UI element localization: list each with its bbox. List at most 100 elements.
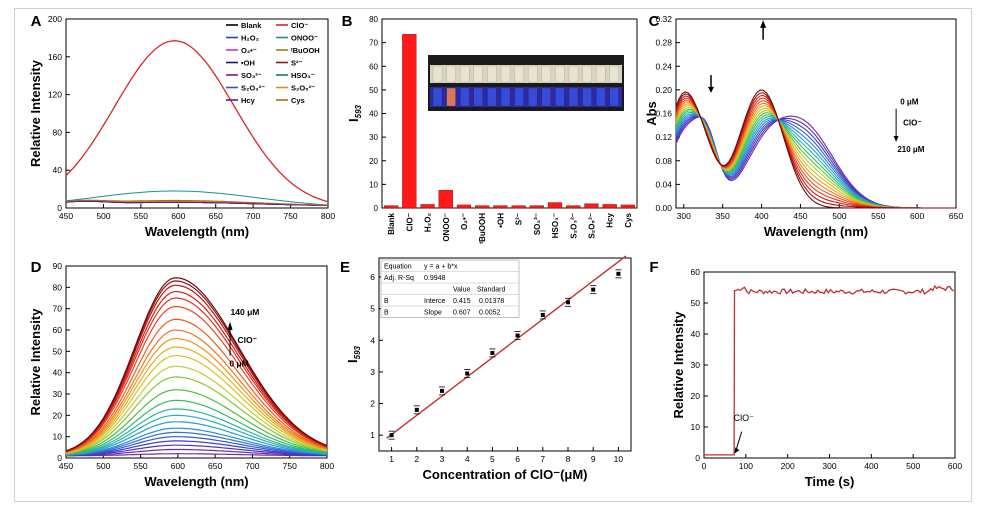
x-axis-label: Wavelength (nm)	[764, 224, 868, 239]
y-tick-label: 10	[369, 180, 378, 189]
y-tick-label: 20	[369, 157, 378, 166]
fit-row-std: 0.01378	[479, 298, 504, 305]
fit-adjr: 0.9948	[424, 275, 446, 282]
y-axis-label: Relative Intensity	[28, 59, 43, 167]
bar	[493, 205, 508, 209]
fl-curve	[65, 431, 328, 456]
y-tick-label: 50	[53, 346, 63, 356]
y-axis-subscript: 593	[353, 345, 362, 359]
vial-uv	[473, 87, 483, 107]
fit-row-name: Interce	[424, 298, 446, 305]
y-tick-label: 50	[691, 298, 701, 308]
legend-label: S²⁻	[291, 59, 303, 68]
x-tick-label: 3	[440, 454, 445, 464]
x-tick-label: 650	[209, 211, 223, 221]
fl-curve	[65, 318, 328, 453]
x-tick-label: S²⁻	[515, 213, 524, 225]
y-tick-label: 80	[369, 15, 378, 24]
x-tick-label: 650	[208, 461, 222, 471]
y-tick-label: 3	[370, 367, 375, 377]
up-arrow-head	[760, 20, 767, 28]
fit-row-param: B	[384, 298, 389, 305]
y-axis-label: Relative Intensity	[671, 311, 686, 419]
x-tick-label: •OH	[496, 213, 505, 228]
vial-row-uv	[430, 87, 622, 107]
x-tick-label: 500	[832, 211, 846, 221]
x-tick-label: 300	[822, 461, 836, 471]
y-tick-label: 30	[53, 389, 63, 399]
x-tick-label: 500	[96, 461, 110, 471]
x-axis-label: Concentration of ClO⁻(μM)	[422, 467, 587, 482]
annotation-reagent: ClO⁻	[903, 118, 921, 127]
y-axis-label: I593	[345, 345, 362, 363]
y-tick-label: 0.32	[655, 14, 672, 24]
x-tick-label: 400	[864, 461, 878, 471]
vial-uv	[582, 87, 592, 107]
x-tick-label: 800	[321, 211, 335, 221]
plot-frame	[381, 18, 638, 209]
legend-label: Hcy	[241, 96, 256, 105]
x-tick-label: 700	[246, 211, 260, 221]
y-tick-label: 2	[370, 399, 375, 409]
y-tick-label: 5	[370, 304, 375, 314]
fl-curve	[65, 414, 328, 456]
legend-label: •OH	[241, 59, 255, 68]
y-tick-label: 6	[370, 272, 375, 282]
vial	[446, 65, 456, 83]
y-tick-label: 0.24	[655, 61, 672, 71]
annotation-start: 0 μM	[229, 358, 248, 368]
x-tick-label: 800	[320, 461, 334, 471]
y-tick-label: 10	[691, 422, 701, 432]
x-tick-label: 600	[910, 211, 924, 221]
fl-curve	[65, 297, 328, 452]
fl-curve	[65, 291, 328, 452]
x-tick-label: 700	[245, 461, 259, 471]
panel-label-b: B	[342, 13, 353, 30]
x-tick-label: 750	[283, 211, 297, 221]
vial-uv	[514, 87, 524, 107]
vial	[500, 65, 511, 83]
vial-uv	[528, 87, 538, 107]
x-tick-label: 200	[781, 461, 795, 471]
x-tick-label: 10	[614, 454, 624, 464]
vial-uv	[541, 87, 551, 107]
annotation-arrow-head	[227, 321, 233, 330]
fl-curve	[65, 365, 328, 454]
y-tick-label: 90	[53, 261, 63, 271]
fl-curve	[65, 376, 328, 455]
vial	[582, 65, 592, 83]
vial	[514, 65, 524, 83]
panel-label-e: E	[340, 259, 350, 276]
y-tick-label: 60	[369, 62, 378, 71]
x-tick-label: 600	[171, 211, 185, 221]
vial-uv	[432, 87, 443, 107]
bar	[566, 205, 581, 209]
x-tick-label: Cys	[624, 212, 633, 227]
x-tick-label: 600	[948, 461, 962, 471]
fit-std-header: Standard	[477, 287, 506, 294]
vial-uv	[446, 87, 456, 107]
down-arrow-head	[708, 86, 714, 93]
x-tick-label: 450	[59, 211, 73, 221]
fl-curve	[65, 421, 328, 456]
abs-curve	[675, 89, 956, 209]
fit-row-value: 0.607	[453, 310, 471, 317]
y-tick-label: 0.08	[655, 156, 672, 166]
y-tick-label: 0	[57, 453, 62, 463]
series-line-3	[65, 190, 329, 206]
x-tick-label: HSO₃⁻	[551, 213, 560, 238]
annotation-clo: ClO⁻	[734, 413, 754, 423]
fit-value-header: Value	[453, 287, 470, 294]
fit-equation-label: Equation	[384, 264, 412, 271]
x-tick-label: 0	[702, 461, 707, 471]
vial	[541, 65, 551, 83]
fit-row-name: Slope	[424, 310, 442, 317]
y-tick-label: 80	[53, 127, 63, 137]
x-tick-label: 600	[171, 461, 185, 471]
fl-curve	[65, 389, 328, 455]
legend-label: S₂O₅²⁻	[291, 84, 315, 93]
annotation-arrow-head	[734, 447, 740, 454]
bar	[383, 205, 399, 209]
fl-curve	[65, 427, 328, 456]
legend-label: O₂•⁻	[241, 46, 257, 55]
